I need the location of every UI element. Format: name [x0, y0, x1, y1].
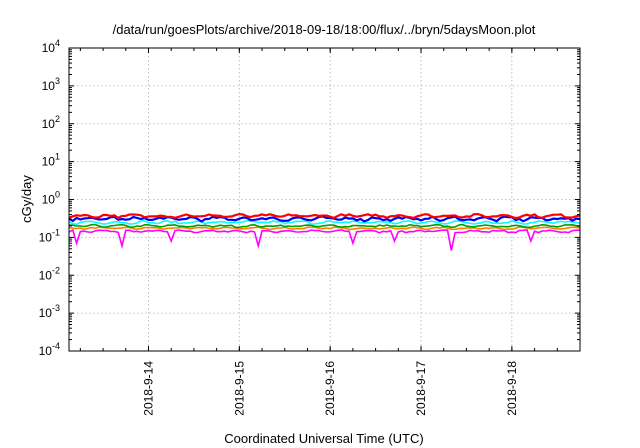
- x-axis-label: Coordinated Universal Time (UTC): [224, 431, 423, 446]
- y-tick-label: 103: [42, 76, 60, 93]
- series-line: [68, 226, 581, 231]
- x-tick-label: 2018-9-18: [505, 361, 519, 416]
- y-tick-label: 10-4: [39, 341, 60, 358]
- series-line: [68, 228, 580, 251]
- y-tick-label: 10-1: [39, 227, 60, 244]
- y-tick-label: 100: [42, 190, 60, 207]
- series-line: [68, 215, 581, 223]
- chart-title: /data/run/goesPlots/archive/2018-09-18/1…: [113, 22, 536, 37]
- x-axis: 2018-9-14 2018-9-15 2018-9-16 2018-9-17 2018…: [79, 48, 558, 416]
- y-tick-label: 10-3: [39, 303, 60, 320]
- y-tick-label: 104: [42, 38, 60, 55]
- series-line: [68, 219, 581, 226]
- grid: [69, 48, 580, 351]
- series-line: [68, 223, 581, 229]
- y-tick-label: 101: [42, 152, 60, 169]
- x-tick-label: 2018-9-16: [323, 361, 337, 416]
- x-tick-label: 2018-9-15: [232, 361, 246, 416]
- series-lines: [68, 212, 581, 251]
- x-tick-label: 2018-9-14: [141, 361, 155, 416]
- x-tick-label: 2018-9-17: [414, 361, 428, 416]
- y-axis: 10-4 10-3 10-2 10-1 100 101 102 103 104: [39, 38, 580, 358]
- y-tick-label: 102: [42, 114, 60, 131]
- series-line: [68, 212, 581, 220]
- y-tick-label: 10-2: [39, 265, 60, 282]
- y-axis-label: cGy/day: [19, 175, 34, 223]
